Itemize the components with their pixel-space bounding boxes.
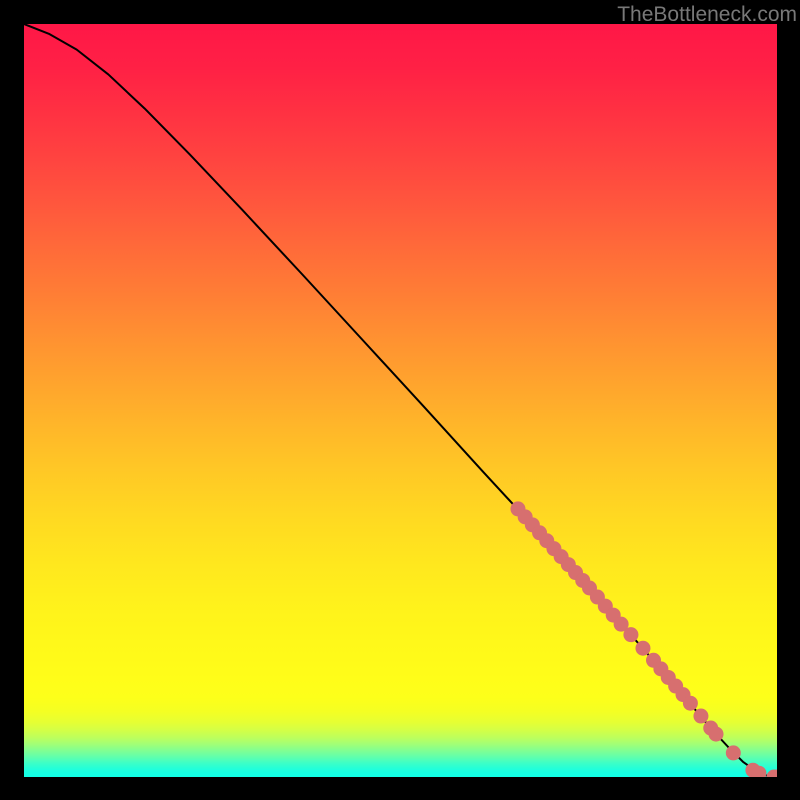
data-marker (726, 745, 741, 760)
data-marker (635, 641, 650, 656)
data-marker (709, 727, 724, 742)
attribution-label: TheBottleneck.com (617, 3, 797, 27)
data-marker (623, 627, 638, 642)
bottleneck-chart (24, 24, 777, 777)
data-marker (693, 709, 708, 724)
data-marker (683, 696, 698, 711)
